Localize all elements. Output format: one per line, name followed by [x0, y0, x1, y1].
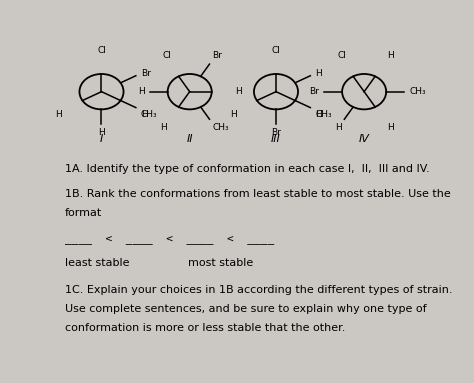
Text: H: H: [235, 87, 242, 96]
Text: CH₃: CH₃: [212, 123, 229, 132]
Text: H: H: [230, 110, 237, 119]
Text: least stable: least stable: [65, 258, 129, 268]
Text: H: H: [387, 123, 393, 132]
Text: II: II: [186, 134, 193, 144]
Text: most stable: most stable: [188, 258, 253, 268]
Text: III: III: [271, 134, 281, 144]
Text: Br: Br: [309, 87, 319, 96]
Text: 1C. Explain your choices in 1B according the different types of strain.: 1C. Explain your choices in 1B according…: [65, 285, 452, 295]
Text: H: H: [315, 69, 322, 78]
Text: H: H: [387, 51, 393, 60]
Text: Br: Br: [271, 128, 281, 137]
Text: ____  <  ____  <  ____  <  ____: ____ < ____ < ____ < ____: [65, 235, 274, 245]
Text: H: H: [315, 110, 322, 119]
Text: H: H: [98, 128, 105, 137]
Text: H: H: [141, 110, 147, 119]
Text: Use complete sentences, and be sure to explain why one type of: Use complete sentences, and be sure to e…: [65, 304, 427, 314]
Text: Br: Br: [141, 69, 151, 78]
Text: 1B. Rank the conformations from least stable to most stable. Use the: 1B. Rank the conformations from least st…: [65, 189, 450, 199]
Text: conformation is more or less stable that the other.: conformation is more or less stable that…: [65, 323, 345, 333]
Text: H: H: [160, 123, 167, 132]
Text: H: H: [335, 123, 342, 132]
Text: Cl: Cl: [97, 46, 106, 56]
Text: I: I: [100, 134, 103, 144]
Text: Cl: Cl: [337, 51, 346, 60]
Text: H: H: [138, 87, 145, 96]
Text: Br: Br: [212, 51, 222, 60]
Text: CH₃: CH₃: [315, 110, 332, 119]
Text: CH₃: CH₃: [141, 110, 157, 119]
Text: 1A. Identify the type of conformation in each case I,  II,  III and IV.: 1A. Identify the type of conformation in…: [65, 164, 429, 174]
Text: Cl: Cl: [272, 46, 281, 56]
Text: format: format: [65, 208, 102, 218]
Text: IV: IV: [359, 134, 370, 144]
Text: Cl: Cl: [163, 51, 172, 60]
Text: CH₃: CH₃: [410, 87, 426, 96]
Text: H: H: [55, 110, 63, 119]
